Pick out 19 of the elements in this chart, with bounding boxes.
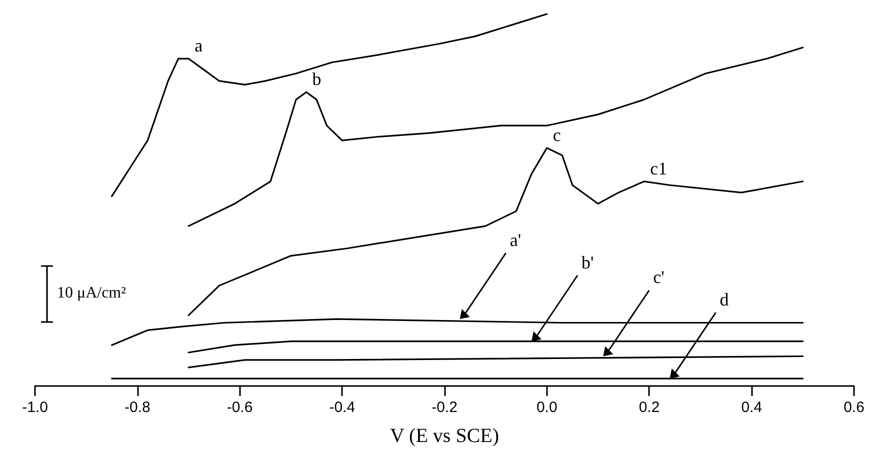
x-tick-label: 0.2 xyxy=(638,399,660,416)
annotation: c1 xyxy=(650,158,668,178)
x-tick-label: 0.6 xyxy=(844,399,864,416)
annotation: d xyxy=(720,290,729,310)
annotation: b xyxy=(312,69,322,90)
x-axis-title: V (E vs SCE) xyxy=(390,425,500,447)
x-tick-label: -0.4 xyxy=(329,399,356,416)
x-tick-label: -0.2 xyxy=(432,399,458,416)
x-tick-label: 0.4 xyxy=(741,399,762,416)
annotation: a xyxy=(194,36,203,56)
annotation: c xyxy=(552,124,561,145)
annotation: c' xyxy=(653,267,664,288)
annotation: 10 μA/cm² xyxy=(57,284,126,302)
x-tick-label: -0.8 xyxy=(124,399,150,416)
annotation: a' xyxy=(510,230,522,250)
x-tick-label: -0.6 xyxy=(226,399,253,416)
annotation: b' xyxy=(582,252,594,272)
x-tick-label: 0.0 xyxy=(536,399,558,416)
x-tick-label: -1.0 xyxy=(22,399,48,416)
